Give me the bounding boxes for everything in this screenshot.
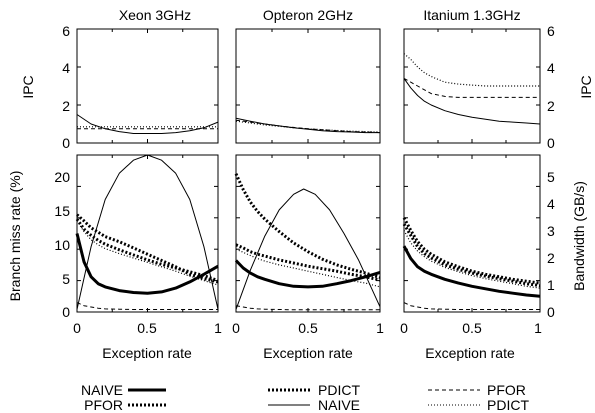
- legend-label-pdict-thin: PDICT: [487, 397, 529, 413]
- x-tick-p2-1: 1: [376, 320, 384, 336]
- ipc-frame-opteron: [235, 28, 381, 144]
- xlabel-opteron: Exception rate: [263, 345, 353, 361]
- title-itanium: Itanium 1.3GHz: [423, 7, 520, 23]
- ipc-line-itanium-2: [403, 53, 540, 87]
- legend: NAIVE PFOR PDICT NAIVE PFOR PDICT: [81, 382, 529, 413]
- miss-line-xeon-4: [76, 302, 218, 310]
- x-tick-p3-0: 0: [400, 320, 408, 336]
- miss-frame-opteron: [235, 154, 381, 313]
- legend-label-pfor-thin: PFOR: [487, 382, 526, 398]
- miss-line-xeon-1: [76, 213, 219, 284]
- bw-tick-4: 4: [547, 196, 555, 212]
- ipc-line-itanium-0: [403, 78, 541, 125]
- xlabel-xeon: Exception rate: [102, 345, 192, 361]
- ipc-left-tick-4: 4: [62, 60, 70, 76]
- bandwidth-line-opteron: [235, 188, 381, 310]
- title-xeon: Xeon 3GHz: [119, 7, 191, 23]
- miss-tick-0: 0: [62, 304, 70, 320]
- miss-tick-15: 15: [54, 203, 70, 219]
- x-tick-p2-05: 0.5: [298, 320, 318, 336]
- miss-line-xeon-0: [75, 233, 219, 295]
- ipc-left-tick-2: 2: [62, 98, 70, 114]
- ylabel-ipc-right: IPC: [578, 75, 594, 98]
- ipc-right-tick-6: 6: [547, 23, 555, 39]
- x-tick-p1-0: 0: [73, 320, 81, 336]
- x-tick-p3-1: 1: [534, 320, 542, 336]
- ipc-left-tick-0: 0: [62, 135, 70, 151]
- plot-area: [75, 28, 541, 313]
- x-tick-p2-0: 0: [232, 320, 240, 336]
- miss-line-opteron-1: [234, 173, 381, 279]
- miss-tick-10: 10: [54, 237, 70, 253]
- ylabel-ipc-left: IPC: [20, 75, 36, 98]
- xlabel-itanium: Exception rate: [425, 345, 515, 361]
- miss-frame-itanium: [403, 154, 541, 313]
- legend-label-naive-thick: NAIVE: [81, 382, 123, 398]
- x-tick-p3-05: 0.5: [462, 320, 482, 336]
- bw-tick-2: 2: [547, 250, 555, 266]
- legend-label-naive-thin: NAIVE: [318, 397, 360, 413]
- miss-line-opteron-2: [235, 243, 381, 282]
- ipc-line-opteron-1: [235, 119, 381, 134]
- ipc-line-opteron-0: [235, 117, 380, 134]
- ipc-line-itanium-1: [403, 77, 540, 98]
- bandwidth-line-xeon: [76, 154, 219, 310]
- legend-label-pdict-thick: PDICT: [318, 382, 360, 398]
- miss-line-itanium-4: [403, 302, 540, 310]
- ipc-frame-itanium: [403, 28, 541, 144]
- title-opteron: Opteron 2GHz: [263, 7, 353, 23]
- ipc-line-opteron-2: [235, 120, 381, 133]
- ipc-line-xeon-0: [76, 114, 219, 134]
- miss-line-opteron-4: [235, 305, 380, 311]
- x-tick-p1-1: 1: [214, 320, 222, 336]
- ylabel-miss: Branch miss rate (%): [7, 171, 23, 302]
- x-tick-p1-05: 0.5: [137, 320, 157, 336]
- ipc-right-tick-0: 0: [547, 135, 555, 151]
- bw-tick-5: 5: [547, 169, 555, 185]
- legend-label-pfor-thick: PFOR: [84, 397, 123, 413]
- miss-line-xeon-2: [75, 218, 219, 283]
- miss-line-opteron-3: [235, 248, 381, 288]
- bw-tick-0: 0: [547, 304, 555, 320]
- miss-line-itanium-3: [403, 230, 541, 289]
- ylabel-bandwidth: Bandwidth (GB/s): [571, 181, 587, 291]
- ipc-right-tick-4: 4: [547, 60, 555, 76]
- ipc-right-tick-2: 2: [547, 98, 555, 114]
- miss-line-itanium-2: [402, 223, 541, 288]
- ipc-left-tick-6: 6: [62, 23, 70, 39]
- miss-line-xeon-3: [76, 220, 219, 286]
- miss-line-itanium-1: [402, 217, 541, 285]
- miss-line-opteron-0: [234, 259, 381, 289]
- miss-line-itanium-0: [402, 245, 541, 298]
- bw-tick-3: 3: [547, 223, 555, 239]
- miss-tick-5: 5: [62, 271, 70, 287]
- bw-tick-1: 1: [547, 277, 555, 293]
- miss-tick-20: 20: [54, 169, 70, 185]
